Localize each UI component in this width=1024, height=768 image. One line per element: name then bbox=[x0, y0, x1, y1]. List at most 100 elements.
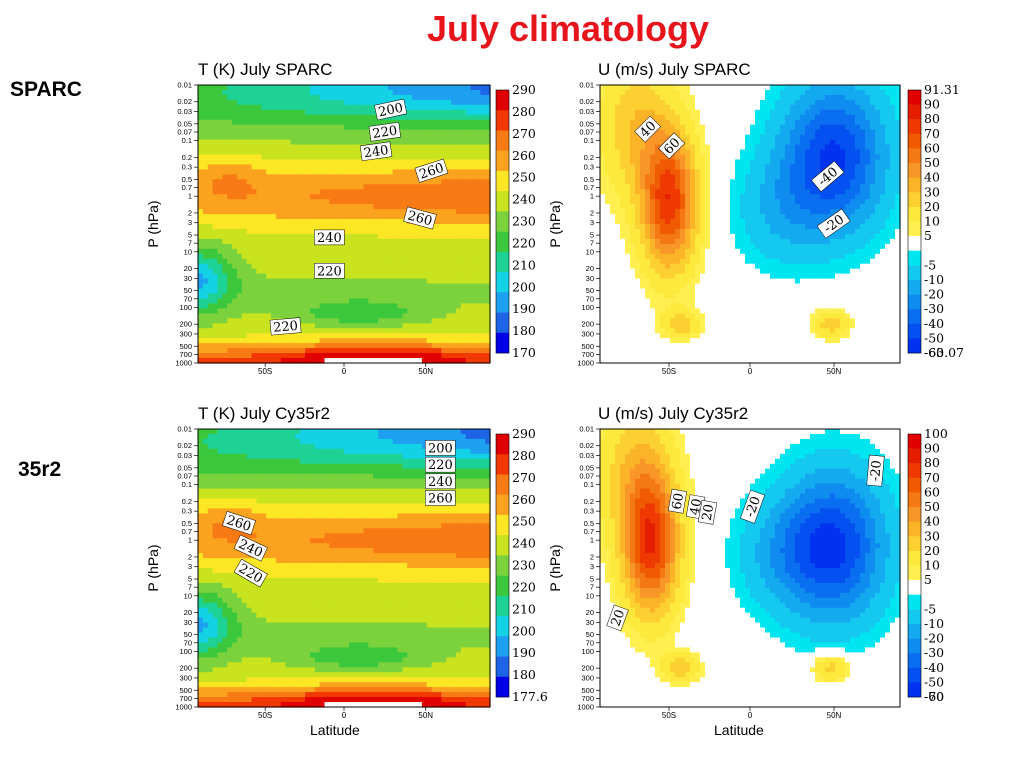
colorbar-label: 50 bbox=[924, 155, 940, 170]
colorbar-label: 40 bbox=[924, 170, 940, 185]
y-tick-label: 0.07 bbox=[579, 127, 594, 136]
colorbar-label: 40 bbox=[924, 514, 940, 529]
y-tick-label: 0.05 bbox=[579, 463, 594, 472]
y-tick-label: 3 bbox=[590, 218, 594, 227]
y-tick-label: 20 bbox=[184, 264, 192, 273]
colorbar-label: -40 bbox=[924, 316, 944, 331]
contour-label: 260 bbox=[222, 510, 256, 536]
y-tick-label: 5 bbox=[188, 231, 192, 240]
x-tick-label: 50N bbox=[418, 367, 433, 376]
y-tick-label: 0.1 bbox=[584, 136, 594, 145]
y-tick-label: 7 bbox=[188, 239, 192, 248]
y-tick-label: 0.1 bbox=[182, 480, 192, 489]
y-tick-label: 200 bbox=[581, 664, 594, 673]
y-tick-label: 0.1 bbox=[182, 136, 192, 145]
colorbar-label: -5 bbox=[924, 257, 936, 272]
colorbar-label: -50 bbox=[924, 674, 944, 689]
colorbar-swatch bbox=[496, 494, 509, 516]
chart-u-cy35r2: P (hPa)0.010.020.030.050.070.10.20.30.50… bbox=[547, 425, 948, 721]
x-tick-label: 0 bbox=[748, 711, 753, 720]
colorbar-swatch bbox=[908, 492, 921, 508]
contour-label: 240 bbox=[425, 473, 456, 490]
colorbar-swatch bbox=[908, 133, 921, 149]
colorbar-swatch bbox=[496, 535, 509, 556]
y-tick-label: 2 bbox=[590, 552, 594, 561]
svg-text:200: 200 bbox=[377, 101, 404, 121]
y-tick-label: 0.01 bbox=[177, 425, 192, 434]
y-tick-label: 10 bbox=[586, 247, 594, 256]
y-tick-label: 1000 bbox=[175, 359, 192, 368]
y-tick-label: 0.01 bbox=[177, 81, 192, 90]
colorbar-label: 170 bbox=[512, 345, 536, 360]
colorbar-swatch bbox=[496, 231, 509, 253]
colorbar-label: 100 bbox=[924, 426, 948, 441]
svg-text:240: 240 bbox=[317, 231, 342, 246]
contour-label: -20 bbox=[866, 454, 885, 487]
x-tick-label: 50N bbox=[827, 711, 842, 720]
svg-text:260: 260 bbox=[406, 208, 434, 229]
colorbar-swatch bbox=[908, 309, 921, 325]
colorbar-label: -40 bbox=[924, 660, 944, 675]
colorbar-label: 270 bbox=[512, 126, 536, 141]
colorbar-label: 280 bbox=[512, 104, 536, 119]
colorbar-label: -70 bbox=[924, 689, 944, 704]
svg-text:260: 260 bbox=[418, 161, 446, 183]
colorbar-swatch bbox=[496, 251, 509, 273]
colorbar-swatch bbox=[908, 221, 921, 237]
x-tick-label: 50S bbox=[258, 367, 272, 376]
colorbar-label: 290 bbox=[512, 82, 536, 97]
y-tick-label: 0.02 bbox=[177, 97, 192, 106]
colorbar-swatch bbox=[908, 682, 921, 698]
y-axis-label: P (hPa) bbox=[547, 544, 563, 591]
y-tick-label: 700 bbox=[581, 694, 594, 703]
x-tick-label: 0 bbox=[748, 367, 753, 376]
colorbar-swatch bbox=[496, 332, 509, 354]
y-tick-label: 200 bbox=[179, 664, 192, 673]
y-axis-label: P (hPa) bbox=[145, 544, 161, 591]
colorbar-label: 10 bbox=[924, 558, 940, 573]
contour-label: 260 bbox=[403, 206, 437, 230]
y-tick-label: 0.01 bbox=[579, 81, 594, 90]
colorbar-label: 80 bbox=[924, 455, 940, 470]
colorbar-label: -5 bbox=[924, 601, 936, 616]
y-tick-label: 70 bbox=[184, 638, 192, 647]
colorbar-label: -30 bbox=[924, 301, 944, 316]
colorbar-label: 280 bbox=[512, 448, 536, 463]
y-tick-label: 0.05 bbox=[177, 463, 192, 472]
field-raster bbox=[600, 429, 901, 708]
y-tick-label: 0.7 bbox=[182, 527, 192, 536]
y-tick-label: 100 bbox=[581, 647, 594, 656]
field-raster bbox=[198, 85, 491, 364]
colorbar-swatch bbox=[908, 653, 921, 669]
colorbar-swatch bbox=[496, 312, 509, 334]
colorbar-label: 190 bbox=[512, 645, 536, 660]
y-tick-label: 50 bbox=[184, 630, 192, 639]
y-tick-label: 70 bbox=[184, 294, 192, 303]
colorbar-swatch bbox=[908, 236, 921, 252]
colorbar-label: 230 bbox=[512, 214, 536, 229]
colorbar-label: -10 bbox=[924, 272, 944, 287]
colorbar-swatch bbox=[908, 463, 921, 479]
y-tick-label: 0.7 bbox=[182, 183, 192, 192]
y-tick-label: 0.05 bbox=[177, 119, 192, 128]
panel-title-u-cy35r2: U (m/s) July Cy35r2 bbox=[598, 404, 749, 423]
y-tick-label: 5 bbox=[188, 575, 192, 584]
chart-u-sparc: P (hPa)0.010.020.030.050.070.10.20.30.50… bbox=[547, 81, 964, 377]
x-axis-label-left: Latitude bbox=[310, 722, 360, 738]
svg-text:220: 220 bbox=[372, 124, 399, 142]
colorbar-swatch bbox=[496, 90, 509, 111]
colorbar-label: -63.07 bbox=[924, 345, 964, 360]
y-tick-label: 0.3 bbox=[182, 163, 192, 172]
panel-title-t-sparc: T (K) July SPARC bbox=[198, 60, 333, 79]
y-axis-label: P (hPa) bbox=[145, 200, 161, 247]
colorbar-label: -20 bbox=[924, 287, 944, 302]
colorbar-swatch bbox=[496, 130, 509, 151]
y-tick-label: 1000 bbox=[577, 703, 594, 712]
row-label-sparc: SPARC bbox=[10, 78, 82, 101]
chart-t-cy35r2: P (hPa)0.010.020.030.050.070.10.20.30.50… bbox=[145, 425, 548, 721]
y-tick-label: 7 bbox=[590, 583, 594, 592]
page-title: July climatology bbox=[426, 8, 710, 49]
colorbar-swatch bbox=[908, 279, 921, 295]
colorbar-swatch bbox=[496, 292, 509, 313]
colorbar-label: -10 bbox=[924, 616, 944, 631]
